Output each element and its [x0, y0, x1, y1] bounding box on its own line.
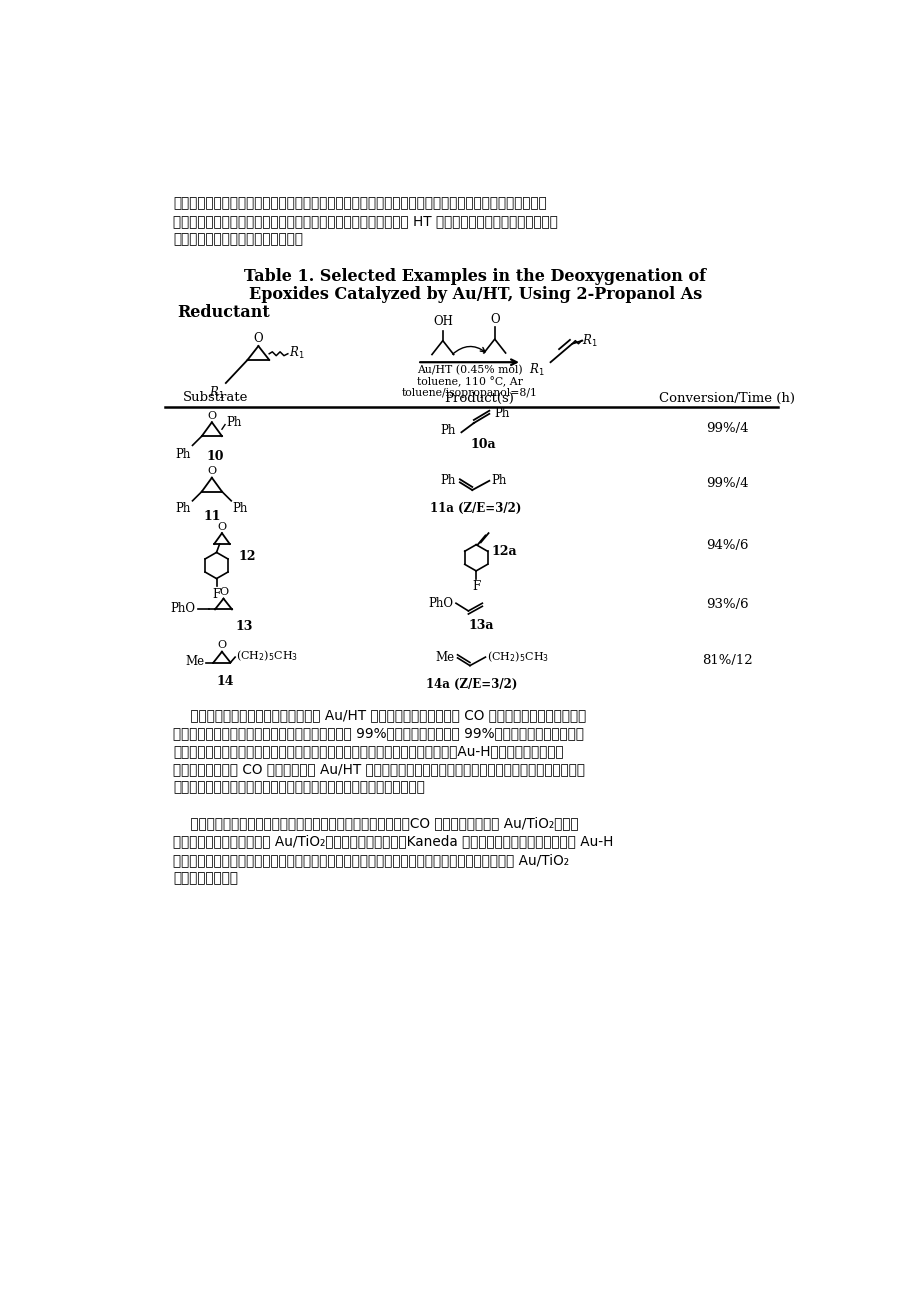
Text: Me: Me: [435, 651, 454, 664]
Text: PhO: PhO: [170, 602, 196, 615]
Text: 81%/12: 81%/12: [701, 654, 752, 667]
Text: 14: 14: [216, 674, 233, 687]
Text: R$_1$: R$_1$: [581, 332, 596, 349]
Text: 12: 12: [239, 551, 256, 562]
Text: Table 1. Selected Examples in the Deoxygenation of: Table 1. Selected Examples in the Deoxyg…: [244, 267, 706, 285]
Text: F: F: [471, 581, 480, 594]
Text: 10a: 10a: [470, 439, 495, 452]
Text: F: F: [212, 587, 221, 600]
Text: Ph: Ph: [226, 415, 242, 428]
Text: Me: Me: [185, 655, 204, 668]
Text: R$_1$: R$_1$: [529, 362, 545, 378]
Text: 剂的脱氧反应。传统的商用 Au/TiO₂的催化效率是很低的。Kaneda 和同事通过类似的机理，提出了 Au-H: 剂的脱氧反应。传统的商用 Au/TiO₂的催化效率是很低的。Kaneda 和同事…: [173, 835, 613, 849]
Text: toluene/isopropanol=8/1: toluene/isopropanol=8/1: [402, 388, 538, 398]
Text: R$_1$: R$_1$: [209, 384, 224, 401]
Text: 这类物质提供了一种新的方法后，即 Au/HT 催化环氧化合物脱氧，用 CO 作为还原剂，水作溶剂。这: 这类物质提供了一种新的方法后，即 Au/HT 催化环氧化合物脱氧，用 CO 作为…: [173, 708, 585, 721]
Text: 种方法很温和，因为可以在常温下进行，产率高达 99%，选择性也总是大于 99%。而对于其他粒子，效率: 种方法很温和，因为可以在常温下进行，产率高达 99%，选择性也总是大于 99%。…: [173, 727, 584, 740]
Text: Ph: Ph: [439, 474, 455, 487]
Text: Ph: Ph: [494, 406, 509, 419]
Text: Ph: Ph: [491, 474, 505, 487]
Text: O: O: [217, 522, 226, 531]
Text: Conversion/Time (h): Conversion/Time (h): [659, 392, 794, 405]
Text: Reductant: Reductant: [176, 303, 269, 320]
Text: 10: 10: [206, 450, 223, 464]
Text: PhO: PhO: [428, 598, 453, 611]
Text: 14a (Z/E=3/2): 14a (Z/E=3/2): [425, 678, 516, 691]
Text: 乏孔隙度，在通常情况下，试剂达不到这些地方。有趣的是，如果 HT 的表面更大，由于缺乏扩散，试剂: 乏孔隙度，在通常情况下，试剂达不到这些地方。有趣的是，如果 HT 的表面更大，由…: [173, 215, 558, 228]
Text: Epoxides Catalyzed by Au/HT, Using 2-Propanol As: Epoxides Catalyzed by Au/HT, Using 2-Pro…: [248, 285, 701, 302]
Text: 中间体。氢气已能在室温下使水煤气转化。然而，在氢气的作用下，环氧化合物的脱氧反应，有 Au/TiO₂: 中间体。氢气已能在室温下使水煤气转化。然而，在氢气的作用下，环氧化合物的脱氧反应…: [173, 853, 569, 867]
Text: 13: 13: [235, 620, 253, 633]
Text: 几乎就在同时，曹和同事报道了一个近似温和的条件，室温，CO 做中介，有少量的 Au/TiO₂作催化: 几乎就在同时，曹和同事报道了一个近似温和的条件，室温，CO 做中介，有少量的 A…: [173, 816, 578, 831]
Text: 99%/4: 99%/4: [705, 478, 748, 491]
Text: O: O: [217, 641, 226, 650]
Text: Au/HT (0.45% mol): Au/HT (0.45% mol): [416, 366, 522, 375]
Text: 氢化物。要强调的是，水滑石的碱性中心和金纳米粒子是协调的作用。: 氢化物。要强调的是，水滑石的碱性中心和金纳米粒子是协调的作用。: [173, 780, 425, 794]
Text: 都是很低的。在这样一个过程中，突出了金纳米粒子的独特性。也再次证明了【Au-H】是一种活性很高的: 都是很低的。在这样一个过程中，突出了金纳米粒子的独特性。也再次证明了【Au-H】…: [173, 745, 563, 758]
Text: R$_1$: R$_1$: [289, 345, 305, 361]
Text: (CH$_2$)$_5$CH$_3$: (CH$_2$)$_5$CH$_3$: [235, 648, 298, 663]
Text: 催化是很缓慢的。: 催化是很缓慢的。: [173, 871, 238, 885]
Text: Ph: Ph: [439, 424, 455, 437]
Text: 13a: 13a: [468, 618, 493, 631]
Text: O: O: [207, 410, 216, 421]
Text: Ph: Ph: [176, 448, 191, 461]
Text: Ph: Ph: [176, 503, 191, 516]
Text: 12a: 12a: [491, 546, 516, 559]
Text: 94%/6: 94%/6: [705, 539, 748, 552]
Text: O: O: [207, 466, 216, 477]
Text: 还原剂。作者假设 CO 的配位发生在 Au/HT 上，碱性水解，形成金的碳酸盐除去二氧化碳，从而形成金的: 还原剂。作者假设 CO 的配位发生在 Au/HT 上，碱性水解，形成金的碳酸盐除…: [173, 762, 584, 776]
Text: 11a (Z/E=3/2): 11a (Z/E=3/2): [429, 503, 520, 516]
Text: OH: OH: [433, 315, 452, 328]
Text: Ph: Ph: [233, 503, 248, 516]
Text: O: O: [490, 312, 499, 326]
Text: 通常是无法进入它提供的内部表面。: 通常是无法进入它提供的内部表面。: [173, 233, 302, 246]
Text: Substrate: Substrate: [183, 392, 248, 405]
Text: 99%/4: 99%/4: [705, 422, 748, 435]
Text: toluene, 110 °C, Ar: toluene, 110 °C, Ar: [416, 376, 522, 388]
Text: O: O: [219, 587, 228, 598]
Text: 93%/6: 93%/6: [705, 598, 748, 611]
Text: (CH$_2$)$_5$CH$_3$: (CH$_2$)$_5$CH$_3$: [486, 650, 549, 664]
Text: 一个关键的问题还没有解决，就是这些材料的孔道内部空间。由于大的库伦力的作用，层间距离小，和缺: 一个关键的问题还没有解决，就是这些材料的孔道内部空间。由于大的库伦力的作用，层间…: [173, 197, 546, 211]
Text: O: O: [254, 332, 263, 345]
FancyArrowPatch shape: [452, 346, 484, 354]
Text: Product(s): Product(s): [444, 392, 514, 405]
Text: 11: 11: [203, 510, 221, 523]
